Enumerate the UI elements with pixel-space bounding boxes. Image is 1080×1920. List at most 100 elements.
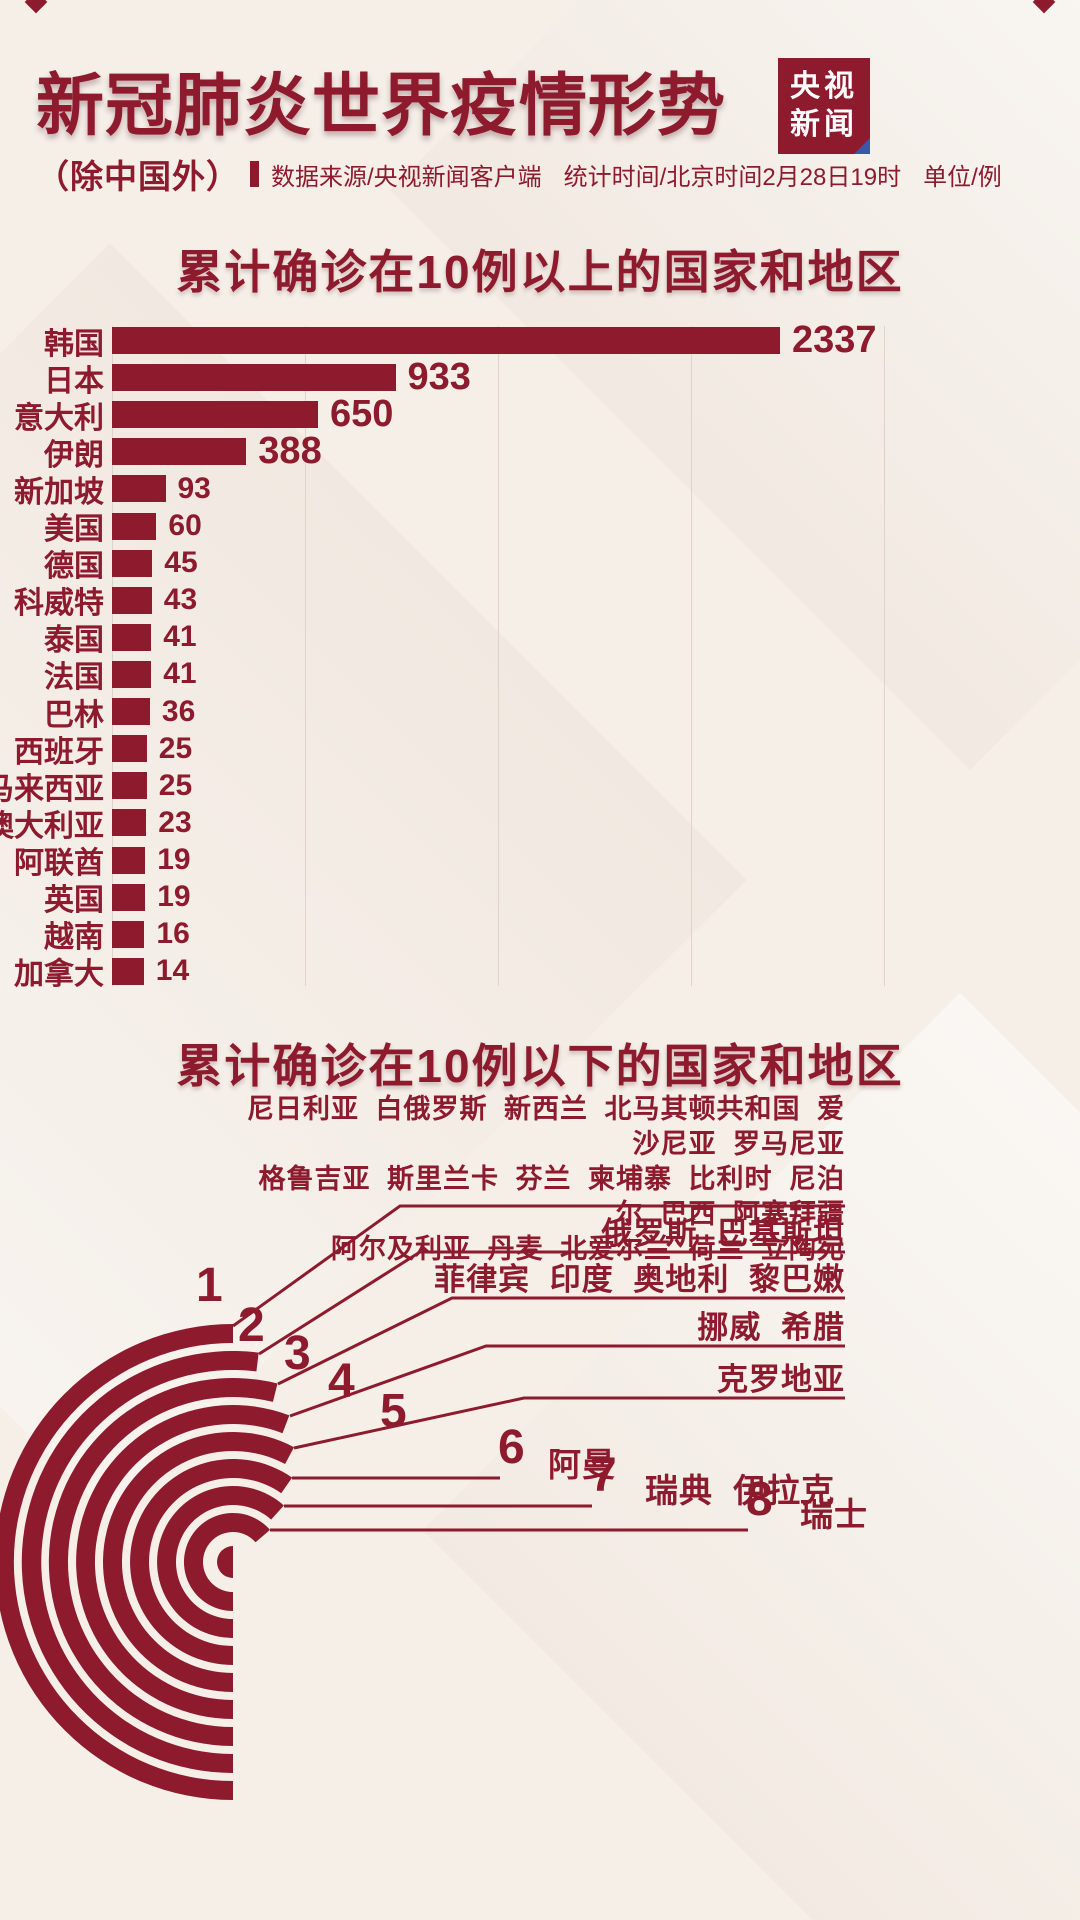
- arc-ring: [183, 1513, 270, 1611]
- count-number-5: 5: [380, 1385, 407, 1438]
- bar-row: 科威特 43: [0, 583, 1080, 620]
- count-number-3: 3: [284, 1327, 311, 1380]
- divider-bar-icon: [250, 161, 259, 187]
- bar-value: 41: [163, 620, 197, 654]
- bar-value: 41: [163, 657, 197, 691]
- country-list-line: 尼日利亚 白俄罗斯 新西兰 北马其顿共和国 爱沙尼亚 罗马尼亚: [246, 1094, 845, 1159]
- arc-ring: [130, 1459, 293, 1665]
- bar-value: 14: [155, 954, 190, 988]
- bar-label: 马来西亚: [0, 772, 104, 806]
- count-number-2: 2: [238, 1299, 265, 1352]
- stat-time-label: 统计时间/北京时间2月28日19时: [563, 163, 902, 191]
- bar-row: 新加坡 93: [0, 472, 1080, 509]
- bar-label: 伊朗: [44, 438, 104, 472]
- bar-value: 25: [158, 731, 193, 765]
- bar-row: 日本 933: [0, 356, 1080, 398]
- bar: [112, 809, 147, 837]
- bar-value: 43: [163, 583, 198, 617]
- subtitle-row: （除中国外） 数据来源/央视新闻客户端 统计时间/北京时间2月28日19时 单位…: [36, 150, 1024, 198]
- bar-label: 阿联酋: [14, 847, 104, 881]
- bar-label: 德国: [44, 550, 104, 584]
- bar: [112, 401, 318, 429]
- bar-label: 西班牙: [14, 735, 104, 769]
- bar-value: 933: [407, 356, 471, 399]
- count-number-7: 7: [590, 1449, 617, 1502]
- bar-label: 意大利: [14, 401, 104, 435]
- country-list-group-5: 克罗地亚: [717, 1362, 845, 1397]
- bar-label: 英国: [44, 884, 104, 918]
- bar: [112, 772, 147, 800]
- bar: [112, 438, 247, 466]
- connector-line: [277, 1296, 845, 1386]
- bar-row: 泰国 41: [0, 620, 1080, 657]
- gridline: [498, 326, 499, 986]
- bar: [112, 549, 153, 577]
- connector-line: [232, 1204, 845, 1328]
- country-list-group-2: 俄罗斯 巴基斯坦: [601, 1216, 845, 1251]
- count-number-6: 6: [498, 1421, 525, 1474]
- section1-title: 累计确诊在10例以上的国家和地区: [176, 246, 904, 298]
- bar-row: 西班牙 25: [0, 731, 1080, 769]
- country-list-line: 格鲁吉亚 斯里兰卡 芬兰 柬埔寨 比利时 尼泊尔 巴西 阿塞拜疆: [258, 1164, 845, 1229]
- bar: [112, 698, 150, 726]
- corner-decoration: [1032, 0, 1056, 14]
- connector-line: [289, 1344, 845, 1418]
- bar-value: 23: [158, 805, 192, 839]
- bar-row: 法国 41: [0, 657, 1080, 694]
- bar-row: 越南 16: [0, 917, 1080, 954]
- logo-line-2: 新闻: [790, 108, 858, 141]
- bar-label: 加拿大: [14, 958, 104, 992]
- bar: [112, 660, 152, 688]
- bar-value: 36: [161, 694, 196, 728]
- logo-line-1: 央视: [790, 70, 858, 103]
- section2-title: 累计确诊在10例以下的国家和地区: [176, 1040, 904, 1092]
- bar-row: 韩国 2337: [0, 319, 1080, 361]
- bar-row: 英国 19: [0, 880, 1080, 917]
- data-source-label: 数据来源/央视新闻客户端: [271, 163, 542, 191]
- bar-chart: 韩国 2337 日本 933 意大利 650 伊朗 388 新加坡 93 美国 60 德国 45 科威特 43…: [0, 319, 1080, 992]
- bar-row: 德国 45: [0, 546, 1080, 583]
- bar: [112, 920, 145, 948]
- country-list-group-4: 挪威 希腊: [697, 1310, 845, 1345]
- bar-row: 澳大利亚 23: [0, 805, 1080, 843]
- arc-ring: [157, 1486, 284, 1638]
- bar-row: 伊朗 388: [0, 430, 1080, 472]
- bar-row: 意大利 650: [0, 393, 1080, 435]
- bar-label: 新加坡: [14, 475, 104, 509]
- bar-row: 阿联酋 19: [0, 843, 1080, 880]
- bar: [112, 512, 157, 540]
- bar: [112, 327, 780, 354]
- bar: [112, 623, 152, 651]
- country-list-group-3: 菲律宾 印度 奥地利 黎巴嫩: [434, 1262, 845, 1297]
- bar: [112, 364, 396, 392]
- count-number-1: 1: [196, 1259, 223, 1312]
- bar: [112, 735, 147, 763]
- bar-label: 美国: [44, 513, 104, 547]
- bar-label: 日本: [44, 364, 104, 398]
- bar-row: 巴林 36: [0, 694, 1080, 732]
- corner-decoration: [24, 0, 48, 14]
- country-list-group-8: 瑞士: [800, 1496, 868, 1533]
- arc-core: [217, 1546, 233, 1578]
- country-list-group-6: 阿曼: [548, 1446, 616, 1483]
- bar-value: 25: [158, 768, 193, 802]
- under10-arc-chart: [0, 1204, 845, 1800]
- bar-value: 16: [156, 917, 190, 951]
- bar-value: 388: [258, 430, 322, 473]
- bar-value: 60: [168, 509, 202, 543]
- unit-label: 单位/例: [923, 163, 1002, 191]
- bar: [112, 475, 166, 503]
- bar-label: 澳大利亚: [0, 809, 104, 843]
- bar-row: 美国 60: [0, 509, 1080, 546]
- scope-label: （除中国外）: [36, 158, 240, 195]
- bar-label: 韩国: [44, 327, 104, 361]
- arc-ring: [103, 1432, 294, 1692]
- bar-value: 45: [164, 546, 198, 580]
- country-list-group-7: 瑞典 伊拉克: [645, 1472, 836, 1509]
- bar: [112, 586, 152, 614]
- gridline: [112, 326, 113, 986]
- logo-triangle-icon: [854, 138, 870, 154]
- page-title: 新冠肺炎世界疫情形势: [36, 68, 727, 144]
- bar-label: 巴林: [44, 698, 104, 732]
